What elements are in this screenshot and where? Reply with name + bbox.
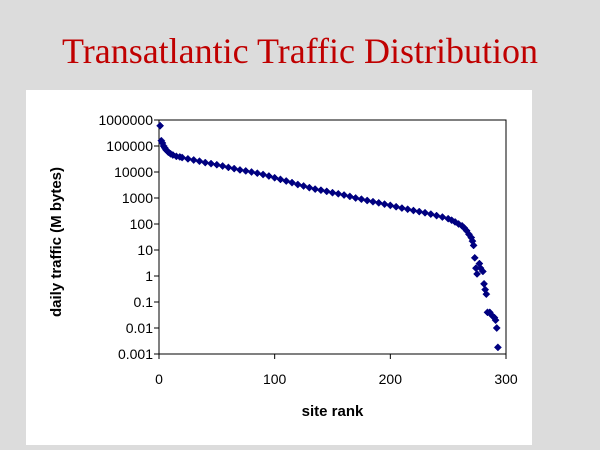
traffic-scatter-chart: 10000001000001000010001001010.10.010.001…: [48, 112, 518, 420]
data-point: [334, 189, 343, 198]
data-point: [241, 166, 250, 175]
data-point: [392, 202, 401, 211]
data-point: [247, 168, 256, 176]
data-point: [491, 316, 500, 325]
y-tick-label: 10: [137, 242, 153, 258]
plot-area-border: [158, 119, 507, 355]
data-point: [316, 186, 325, 195]
data-point: [438, 213, 447, 222]
data-point: [178, 153, 187, 162]
data-point: [380, 200, 389, 209]
data-point: [264, 172, 273, 180]
data-point: [328, 188, 337, 197]
data-point: [207, 159, 216, 168]
data-point: [270, 173, 279, 182]
data-point: [415, 207, 424, 216]
data-point: [397, 204, 406, 213]
data-points: [156, 121, 502, 352]
y-tick-label: 10000: [114, 164, 153, 180]
data-point: [276, 175, 285, 184]
data-point: [299, 182, 308, 190]
data-point: [386, 201, 395, 210]
data-point: [288, 178, 296, 187]
y-tick-label: 0.01: [126, 320, 153, 336]
y-tick-label: 100: [130, 216, 154, 232]
data-point: [293, 180, 302, 189]
data-point: [351, 194, 360, 202]
data-point: [282, 177, 291, 185]
chart-panel: 1000000 100000 10000 1000 100 10 1 0.1 0.01 0.001…: [26, 90, 532, 445]
data-point: [421, 208, 429, 217]
data-point: [189, 156, 198, 164]
axes-layer: [154, 119, 507, 359]
data-point: [259, 170, 268, 179]
data-point: [363, 196, 372, 205]
data-point: [493, 343, 502, 352]
y-tick-label: 1: [145, 268, 153, 284]
data-point: [469, 241, 478, 250]
y-tick-label: 1000: [122, 190, 153, 206]
data-point: [183, 154, 192, 163]
data-point: [212, 160, 221, 169]
y-tick-label: 0.001: [118, 346, 153, 362]
slide-title: Transatlantic Traffic Distribution: [62, 31, 538, 71]
data-point: [482, 290, 491, 299]
data-point: [236, 165, 244, 174]
data-point: [409, 206, 418, 215]
y-tick-label: 0.1: [134, 294, 154, 310]
data-point: [470, 253, 479, 262]
data-point: [432, 211, 441, 220]
y-axis-title: daily traffic (M bytes): [48, 167, 65, 317]
x-tick-labels: 0 100 200 300: [155, 371, 518, 387]
data-point: [451, 217, 460, 226]
data-point: [253, 169, 262, 178]
data-point: [492, 324, 501, 332]
y-tick-label: 100000: [106, 138, 153, 154]
data-point: [345, 192, 354, 201]
x-tick-label: 300: [494, 371, 518, 387]
data-point: [357, 195, 366, 204]
data-point: [369, 197, 377, 206]
data-point: [311, 185, 320, 194]
data-point: [218, 162, 227, 170]
data-point: [340, 191, 349, 199]
x-axis-title: site rank: [302, 403, 364, 420]
data-point: [156, 121, 165, 130]
y-tick-labels: 1000000 100000 10000 1000 100 10 1 0.1 0.01 0.001: [98, 112, 153, 362]
data-point: [403, 205, 412, 214]
data-point: [478, 267, 487, 276]
y-tick-label: 1000000: [98, 112, 153, 128]
x-tick-label: 200: [379, 371, 403, 387]
x-tick-label: 100: [263, 371, 287, 387]
data-point: [305, 183, 314, 192]
data-point: [195, 157, 204, 166]
data-point: [201, 158, 210, 167]
data-point: [426, 210, 435, 219]
data-point: [322, 187, 331, 196]
data-point: [374, 198, 383, 207]
data-point: [230, 164, 239, 173]
x-tick-label: 0: [155, 371, 163, 387]
data-point: [480, 279, 488, 288]
data-point: [224, 163, 233, 172]
data-point: [473, 269, 482, 278]
